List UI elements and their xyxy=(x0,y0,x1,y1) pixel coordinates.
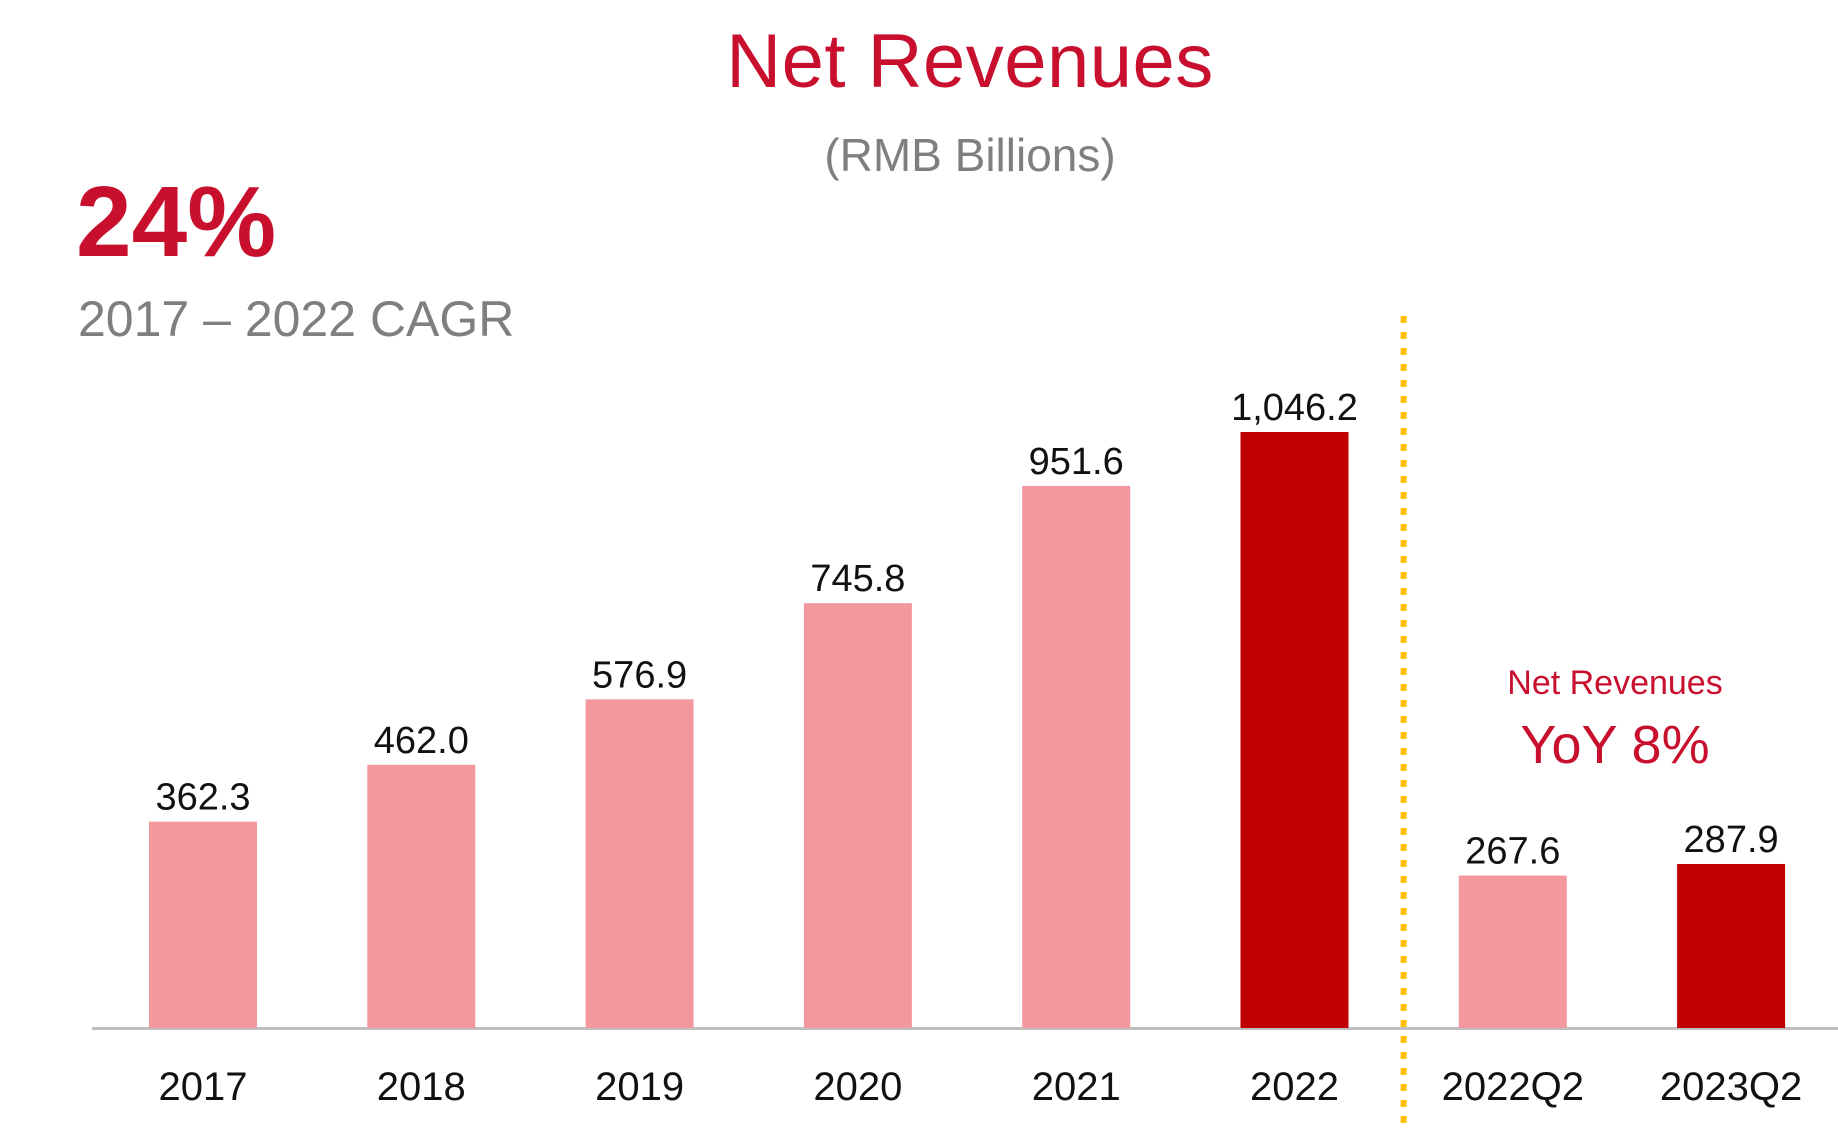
cagr-caption: 2017 – 2022 CAGR xyxy=(78,291,515,347)
value-label-2022Q2: 267.6 xyxy=(1465,831,1560,873)
cagr-value: 24% xyxy=(76,166,277,278)
value-label-2021: 951.6 xyxy=(1029,441,1124,483)
category-label-2019: 2019 xyxy=(595,1065,684,1109)
bar-2023Q2 xyxy=(1677,863,1786,1028)
chart-title: Net Revenues xyxy=(726,19,1214,104)
category-label-2022Q2: 2022Q2 xyxy=(1442,1065,1584,1109)
bar-2020 xyxy=(803,603,912,1028)
category-label-2018: 2018 xyxy=(377,1065,466,1109)
bar-2018 xyxy=(367,764,476,1028)
category-label-2022: 2022 xyxy=(1250,1065,1339,1109)
value-label-2019: 576.9 xyxy=(592,654,687,696)
category-label-2020: 2020 xyxy=(813,1065,902,1109)
value-label-2018: 462.0 xyxy=(374,720,469,762)
yoy-annotation-value: YoY 8% xyxy=(1520,715,1710,775)
value-label-2023Q2: 287.9 xyxy=(1684,819,1779,861)
category-label-2017: 2017 xyxy=(159,1065,248,1109)
value-label-2020: 745.8 xyxy=(810,558,905,600)
chart-subtitle: (RMB Billions) xyxy=(824,129,1116,181)
bar-2022 xyxy=(1240,432,1349,1028)
bar-2021 xyxy=(1022,485,1131,1028)
yoy-annotation-label: Net Revenues xyxy=(1507,664,1723,702)
bar-2022Q2 xyxy=(1458,875,1567,1028)
category-label-2021: 2021 xyxy=(1032,1065,1121,1109)
value-label-2022: 1,046.2 xyxy=(1231,387,1358,429)
bar-2017 xyxy=(149,821,257,1028)
category-label-2023Q2: 2023Q2 xyxy=(1660,1065,1802,1109)
value-label-2017: 362.3 xyxy=(155,777,250,819)
bar-2019 xyxy=(585,699,694,1028)
